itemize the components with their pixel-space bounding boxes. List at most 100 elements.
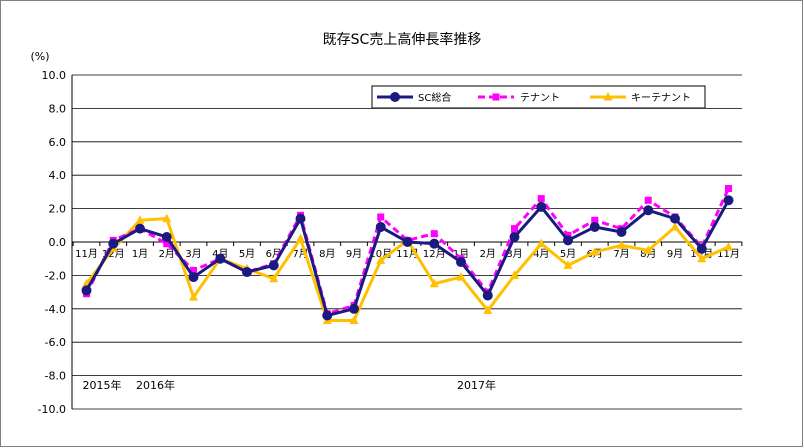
x-tick-label: 3月 (185, 248, 201, 260)
data-point (376, 255, 386, 264)
data-point (670, 213, 680, 224)
data-point (537, 195, 545, 203)
y-tick-label: -4.0 (45, 303, 66, 316)
x-tick-label: 1月 (132, 248, 148, 260)
x-tick-label: 5月 (239, 248, 255, 260)
legend-label: テナント (520, 92, 560, 104)
data-point (590, 247, 600, 256)
data-point (349, 303, 359, 314)
y-tick-label: 8.0 (49, 102, 67, 115)
data-point (429, 278, 439, 288)
data-point (456, 272, 466, 281)
x-tick-label: 7月 (613, 248, 629, 260)
x-tick-label: 9月 (346, 248, 362, 260)
data-point (189, 292, 198, 301)
data-point (429, 238, 440, 249)
y-tick-label: 4.0 (49, 169, 67, 182)
data-point (617, 240, 626, 249)
x-tick-label: 4月 (533, 248, 549, 260)
data-point (108, 238, 119, 249)
data-point (483, 305, 493, 314)
data-point (591, 216, 599, 224)
data-point (510, 270, 519, 279)
y-tick-label: 0.0 (49, 236, 67, 249)
data-point (135, 215, 145, 224)
y-axis-label: (%) (30, 50, 49, 63)
data-point (456, 257, 466, 268)
data-point (563, 260, 573, 269)
data-point (697, 253, 707, 263)
y-tick-label: -6.0 (45, 336, 66, 349)
legend-label: キーテナント (631, 92, 691, 104)
data-point (375, 221, 386, 232)
x-tick-label: 8月 (319, 248, 335, 260)
data-point (723, 195, 734, 206)
y-tick-label: -8.0 (45, 370, 66, 383)
data-point (492, 93, 500, 101)
data-point (162, 213, 172, 223)
x-tick-label: 11月 (75, 248, 98, 260)
data-point (377, 213, 385, 221)
y-tick-labels: 10.0 8.0 6.0 4.0 2.0 0.0 -2.0 -4.0 -6.0 -8.0 -10.0 (38, 69, 66, 416)
x-tick-label: 2月 (159, 248, 175, 260)
data-point (268, 260, 279, 271)
legend-entry: SC総合 (377, 91, 451, 104)
data-point (349, 315, 359, 324)
data-point (135, 223, 145, 234)
legend-box (371, 85, 706, 109)
data-point (511, 225, 518, 233)
data-point (643, 245, 653, 254)
legend-label: SC総合 (418, 91, 451, 104)
data-point (296, 233, 305, 243)
y-tick-label: 10.0 (42, 69, 67, 82)
y-tick-label: -10.0 (38, 403, 66, 416)
x-tick-label: 9月 (667, 248, 683, 260)
data-point (295, 213, 306, 224)
data-point (163, 240, 171, 248)
data-point (161, 231, 172, 242)
year-label: 2017年 (457, 378, 496, 392)
data-point (589, 221, 600, 232)
x-tick-label: 2月 (480, 248, 496, 260)
data-point (242, 267, 252, 278)
data-point (670, 221, 680, 231)
data-point (215, 253, 226, 264)
data-point (644, 196, 652, 204)
legend: SC総合 テナント キーテナント (371, 85, 706, 109)
data-point (188, 272, 199, 283)
data-point (536, 238, 546, 248)
y-tick-label: -2.0 (45, 269, 66, 282)
year-label: 2015年 (83, 378, 122, 392)
data-point (563, 235, 573, 246)
y-tick-label: 2.0 (49, 203, 67, 216)
data-point (402, 237, 413, 247)
data-point (81, 285, 92, 296)
x-tick-label: 1月 (453, 248, 469, 260)
series-1 (81, 195, 734, 321)
y-tick-label: 6.0 (49, 136, 67, 149)
data-point (616, 226, 627, 237)
legend-entry: キーテナント (590, 92, 691, 104)
data-point (603, 92, 613, 101)
data-point (190, 266, 197, 274)
data-point (482, 290, 493, 301)
data-point (322, 310, 333, 321)
data-point (509, 231, 520, 242)
data-point (536, 201, 547, 212)
data-point (643, 205, 654, 216)
series-lines (81, 185, 734, 324)
data-point (430, 230, 438, 238)
data-point (269, 273, 279, 283)
chart-title: 既存SC売上高伸長率推移 (323, 31, 482, 48)
x-tick-label: 5月 (560, 248, 576, 260)
data-point (724, 242, 733, 251)
year-label: 2016年 (136, 378, 175, 392)
x-tick-label: 3月 (506, 248, 522, 260)
data-point (390, 92, 400, 102)
x-tick-label: 12月 (423, 248, 446, 260)
data-point (564, 231, 572, 239)
data-point (696, 243, 707, 254)
year-labels: 2015年 2016年 2017年 (83, 378, 497, 392)
data-point (725, 185, 732, 193)
